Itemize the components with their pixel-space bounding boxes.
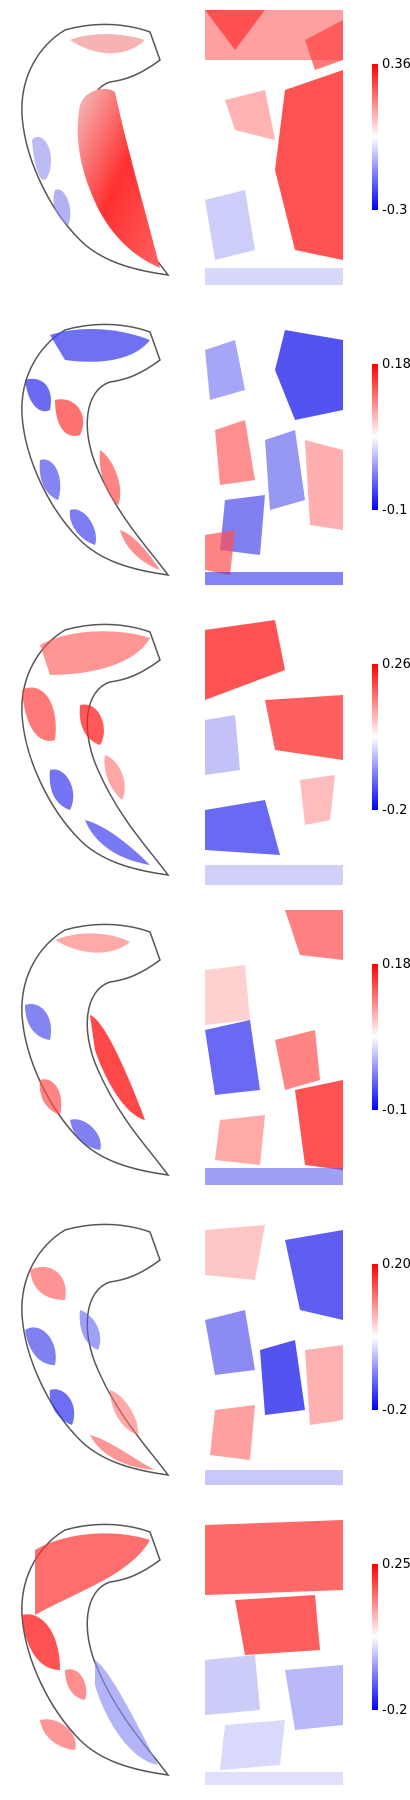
hippocampus-3d-surface (21, 623, 170, 876)
colorbar (372, 64, 378, 210)
colorbar-max-label: 0.18 (382, 357, 410, 372)
colorbar (372, 364, 378, 510)
flatmap (205, 1510, 343, 1785)
colorbar-max-label: 0.36 (382, 57, 410, 72)
colorbar-min-label: -0.3 (382, 203, 408, 218)
panel-5: 0.20 -0.2 (0, 1200, 410, 1500)
panel-2: 0.18 -0.1 (0, 300, 410, 600)
colorbar-max-label: 0.25 (382, 1557, 410, 1572)
flatmap (205, 610, 343, 885)
colorbar (372, 1564, 378, 1710)
hippocampus-3d-surface (21, 323, 170, 576)
colorbar (372, 964, 378, 1110)
panel-1: 0.36 -0.3 (0, 0, 410, 300)
hippocampus-3d-surface (21, 1223, 170, 1476)
panel-3: 0.26 -0.2 (0, 600, 410, 900)
colorbar-min-label: -0.2 (382, 1703, 408, 1718)
colorbar-min-label: -0.1 (382, 1103, 408, 1118)
colorbar (372, 1264, 378, 1410)
panel-6: 0.25 -0.2 (0, 1500, 410, 1800)
flatmap (205, 10, 343, 285)
hippocampus-3d-surface (21, 923, 170, 1176)
colorbar-min-label: -0.2 (382, 803, 408, 818)
flatmap (205, 310, 343, 585)
colorbar-max-label: 0.20 (382, 1257, 410, 1272)
flatmap (205, 1210, 343, 1485)
flatmap (205, 910, 343, 1185)
colorbar-min-label: -0.1 (382, 503, 408, 518)
colorbar-max-label: 0.18 (382, 957, 410, 972)
colorbar-max-label: 0.26 (382, 657, 410, 672)
hippocampus-3d-surface (21, 23, 170, 276)
colorbar-min-label: -0.2 (382, 1403, 408, 1418)
panel-4: 0.18 -0.1 (0, 900, 410, 1200)
colorbar (372, 664, 378, 810)
hippocampus-3d-surface (21, 1523, 170, 1776)
